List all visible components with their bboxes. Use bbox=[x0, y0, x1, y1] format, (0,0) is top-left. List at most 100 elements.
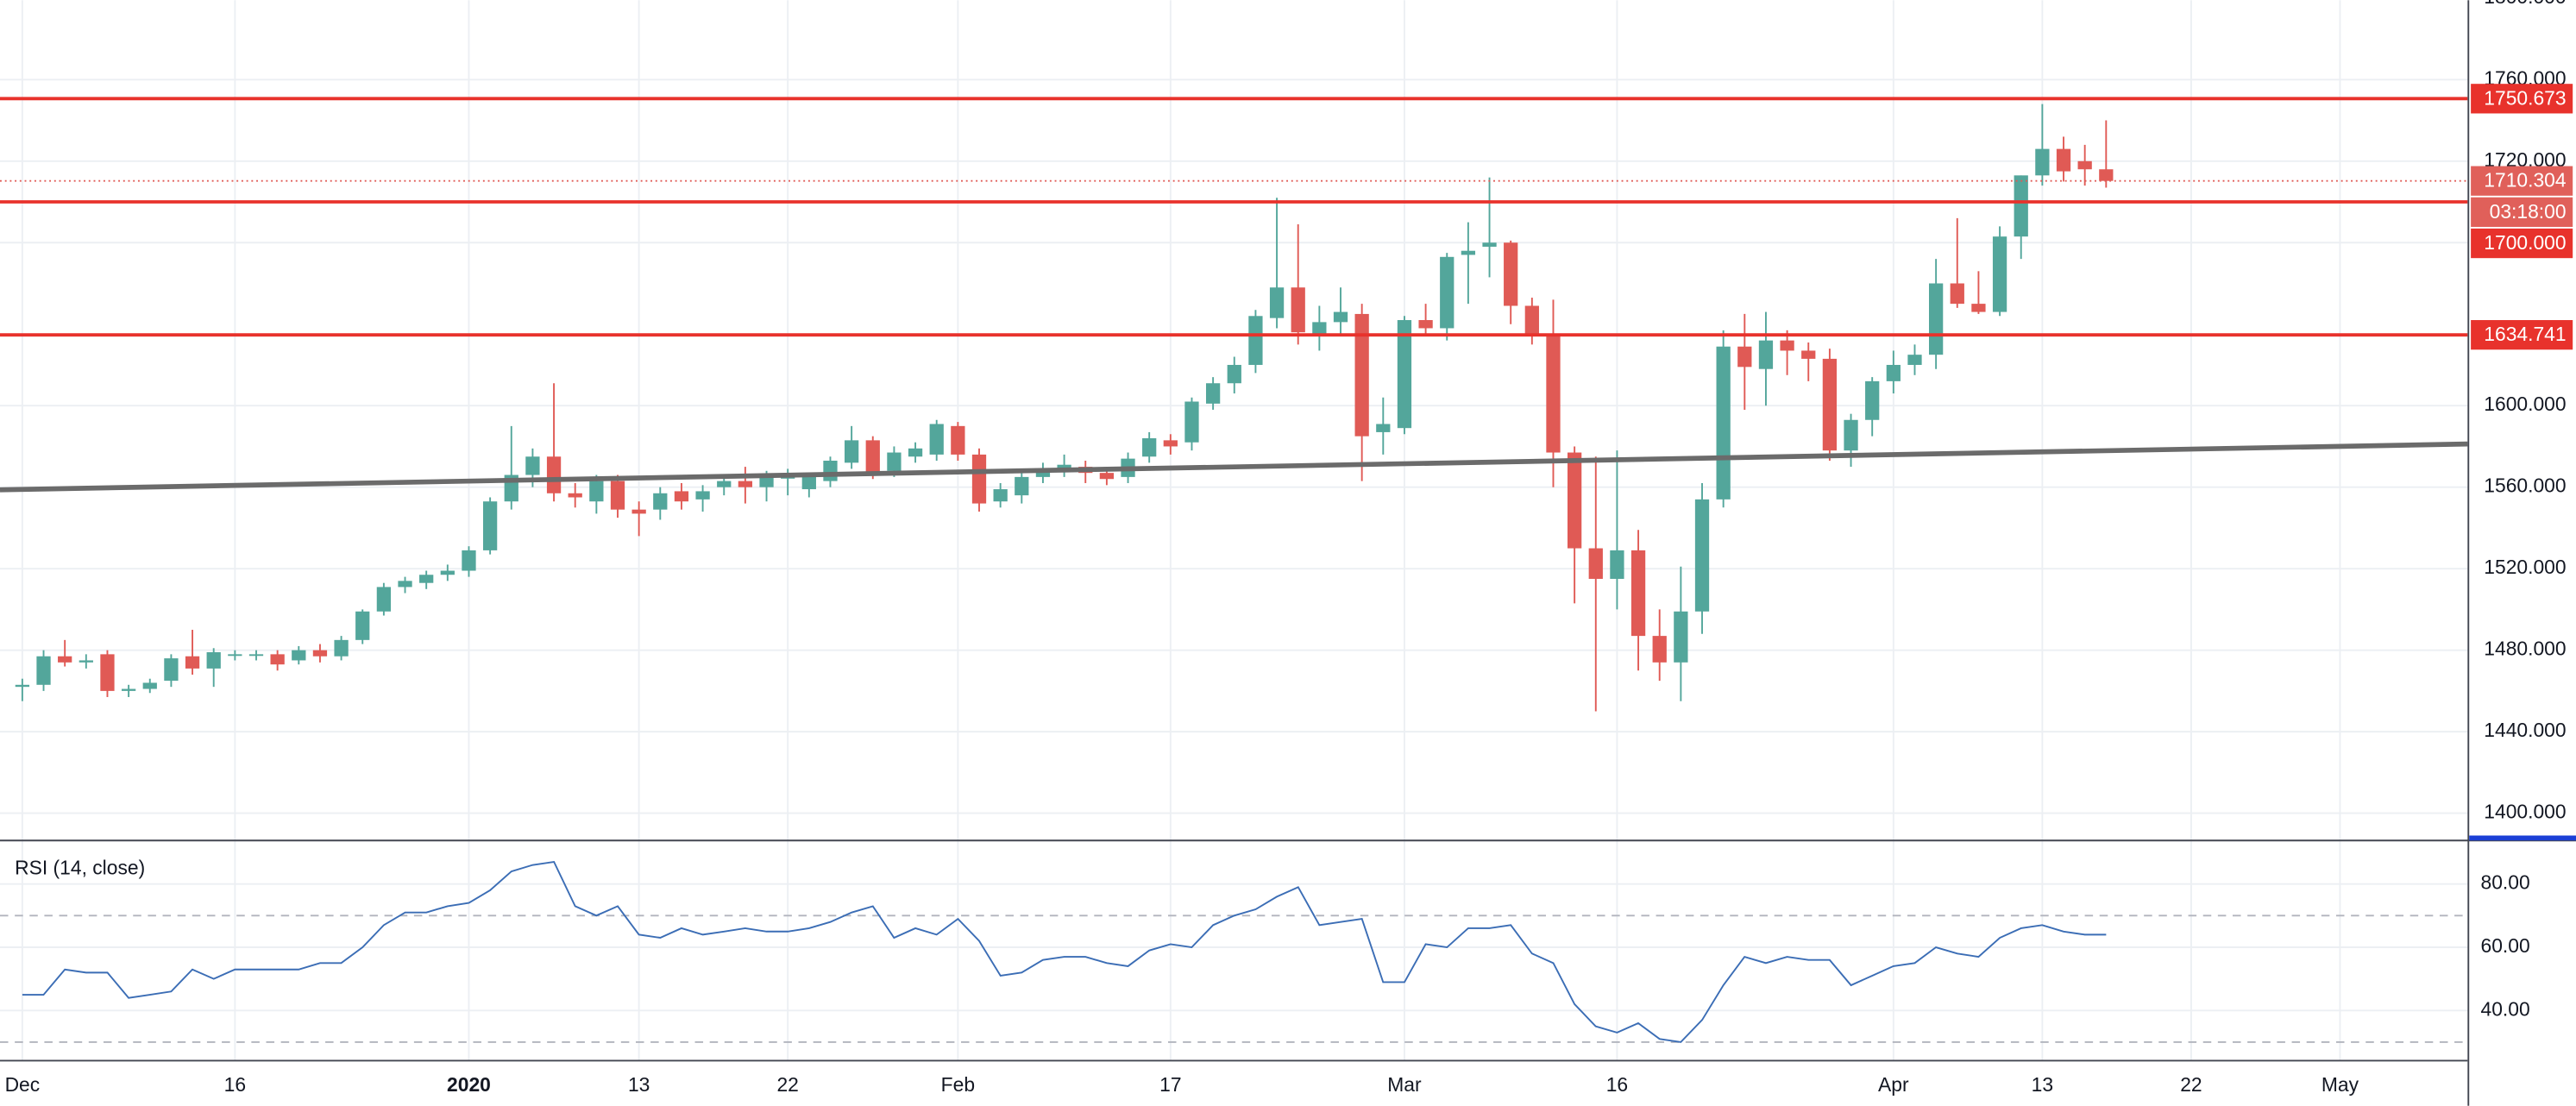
candle-body bbox=[1163, 440, 1178, 447]
candle-body bbox=[1737, 346, 1752, 368]
candle-body bbox=[1184, 401, 1199, 443]
candle-body bbox=[1992, 236, 2007, 312]
candle-body bbox=[142, 682, 157, 689]
candle-body bbox=[738, 481, 753, 487]
candle-body bbox=[1227, 364, 1241, 384]
candle-body bbox=[1865, 380, 1880, 420]
candle-body bbox=[568, 493, 582, 498]
candle-body bbox=[1694, 499, 1710, 612]
candle-body bbox=[908, 448, 923, 457]
candle-body bbox=[312, 650, 328, 657]
candle-body bbox=[717, 481, 732, 487]
candle-body bbox=[2056, 148, 2071, 172]
candle-body bbox=[1801, 350, 1816, 359]
candle-body bbox=[759, 476, 774, 487]
candle-body bbox=[631, 509, 646, 514]
x-tick-label: Feb bbox=[941, 1073, 975, 1096]
candle-body bbox=[164, 658, 179, 682]
candle-body bbox=[951, 425, 965, 455]
candle-body bbox=[1758, 340, 1774, 369]
candle-body bbox=[79, 660, 93, 663]
candle-body bbox=[1312, 322, 1327, 335]
candle-body bbox=[1907, 355, 1922, 365]
candle-body bbox=[1099, 473, 1115, 480]
candle-body bbox=[58, 656, 72, 663]
candle-body bbox=[695, 491, 710, 500]
candle-body bbox=[1630, 550, 1646, 637]
y-tick-label: 1400.000 bbox=[2484, 801, 2566, 823]
rsi-tick-label: 80.00 bbox=[2481, 871, 2530, 894]
candle-body bbox=[1504, 242, 1518, 306]
current-price-label: 1710.304 bbox=[2484, 169, 2567, 192]
candle-body bbox=[887, 452, 902, 471]
marks bbox=[0, 97, 2468, 1043]
candle-body bbox=[1248, 316, 1263, 365]
candle-body bbox=[1546, 336, 1561, 453]
candle-body bbox=[1716, 346, 1731, 500]
x-tick-label: 13 bbox=[628, 1073, 650, 1096]
candle-body bbox=[1354, 313, 1369, 437]
candle-body bbox=[546, 456, 562, 493]
candle-body bbox=[971, 454, 987, 504]
candle-body bbox=[36, 656, 51, 685]
candle-body bbox=[1333, 311, 1348, 323]
candle-body bbox=[2099, 169, 2114, 181]
candle-body bbox=[440, 570, 455, 575]
y-tick-label: 1520.000 bbox=[2484, 556, 2566, 578]
candle-body bbox=[589, 481, 604, 502]
candle-body bbox=[419, 575, 434, 583]
candle-body bbox=[844, 440, 859, 463]
candle-body bbox=[1035, 468, 1051, 477]
x-tick-label: 22 bbox=[2180, 1073, 2202, 1096]
candle-body bbox=[1142, 438, 1157, 457]
candle-body bbox=[1950, 283, 1964, 305]
countdown-label: 03:18:00 bbox=[2490, 200, 2567, 223]
candle-body bbox=[1418, 320, 1433, 329]
candle-body bbox=[1482, 242, 1497, 247]
candle-body bbox=[270, 654, 285, 665]
candle-body bbox=[376, 587, 392, 612]
y-tick-label: 1600.000 bbox=[2484, 393, 2566, 415]
level-label-bg bbox=[2471, 84, 2573, 114]
x-tick-label: Apr bbox=[1878, 1073, 1909, 1096]
x-tick-label: Dec bbox=[5, 1073, 41, 1096]
y-tick-label: 1800.000 bbox=[2484, 0, 2566, 8]
candle-body bbox=[674, 491, 689, 502]
candle-body bbox=[610, 481, 625, 510]
candle-body bbox=[1886, 364, 1901, 381]
y-tick-label: 1480.000 bbox=[2484, 638, 2566, 660]
candle-body bbox=[1291, 287, 1305, 333]
candle-body bbox=[1610, 550, 1624, 579]
rsi-label: RSI (14, close) bbox=[15, 857, 145, 879]
countdown-label-bg bbox=[2471, 197, 2573, 228]
rsi-tick-label: 60.00 bbox=[2481, 934, 2530, 957]
candle-body bbox=[525, 456, 540, 475]
candle-body bbox=[1461, 250, 1476, 255]
candle-body bbox=[1971, 304, 1986, 312]
x-tick-label: 16 bbox=[224, 1073, 246, 1096]
candle-body bbox=[1397, 320, 1412, 429]
candle-body bbox=[206, 652, 221, 669]
candle-body bbox=[823, 460, 838, 481]
candle-body bbox=[2014, 175, 2028, 237]
candle-body bbox=[653, 493, 668, 510]
candle-body bbox=[1844, 419, 1858, 451]
candle-body bbox=[482, 501, 498, 550]
candle-body bbox=[185, 656, 200, 669]
candle-body bbox=[1674, 611, 1688, 663]
current-price-label-bg bbox=[2471, 166, 2573, 196]
candle-body bbox=[1524, 305, 1539, 336]
candle-body bbox=[2035, 148, 2050, 176]
candle-body bbox=[355, 611, 370, 640]
level-label: 1750.673 bbox=[2484, 86, 2566, 109]
candle-body bbox=[1205, 383, 1221, 404]
trend-line bbox=[0, 441, 2468, 493]
candle-body bbox=[248, 654, 264, 657]
candle-body bbox=[1780, 340, 1794, 351]
y-tick-label: 1440.000 bbox=[2484, 719, 2566, 741]
candle-body bbox=[1588, 548, 1603, 579]
candle-body bbox=[398, 581, 412, 588]
rsi-line bbox=[22, 860, 2107, 1043]
